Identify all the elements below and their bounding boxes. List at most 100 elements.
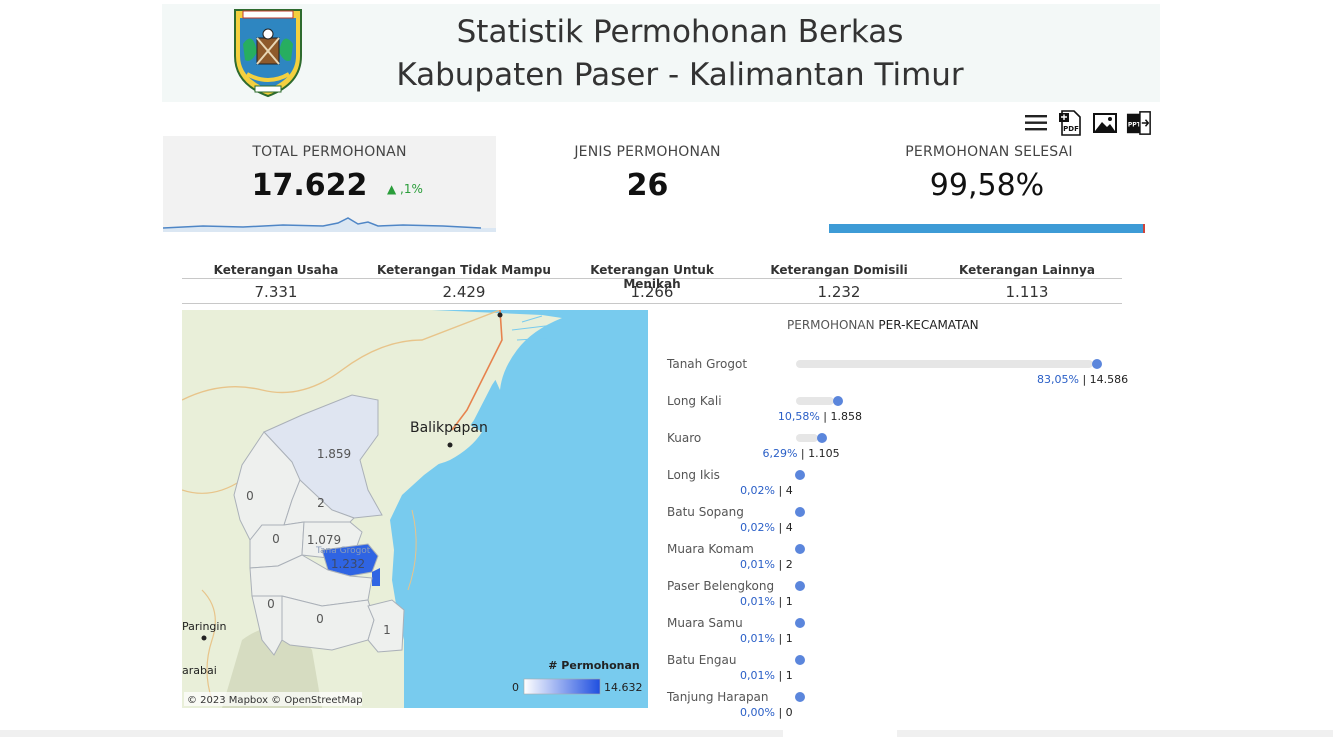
kecamatan-name: Tanah Grogot (667, 357, 748, 371)
barabai-label: arabai (182, 664, 217, 677)
menu-icon[interactable] (1023, 110, 1049, 136)
kecamatan-value-label: 6,29% | 1.105 (762, 447, 839, 460)
kpi-total-value: 17.622 (251, 168, 368, 203)
kpi-selesai-progress-track (829, 224, 1145, 233)
category-value: 7.331 (254, 283, 298, 301)
kecamatan-name: Long Kali (667, 394, 722, 408)
kecamatan-separator: | (775, 484, 786, 497)
image-export-icon[interactable] (1092, 110, 1118, 136)
pdf-export-icon[interactable]: PDF (1058, 110, 1084, 136)
kecamatan-value-label: 0,01% | 1 (740, 595, 793, 608)
balikpapan-marker (447, 442, 453, 448)
region-tanjung-harapan[interactable] (367, 599, 405, 653)
kecamatan-count: 1.858 (830, 410, 862, 423)
kecamatan-pct: 0,01% (740, 669, 775, 682)
kecamatan-count: 4 (785, 521, 793, 534)
category-label: Keterangan Domisili (770, 263, 908, 277)
region-value-long-kali: 1.859 (317, 447, 351, 461)
category-value: 1.232 (817, 283, 861, 301)
kecamatan-value-label: 0,01% | 1 (740, 632, 793, 645)
kecamatan-value-label: 0,02% | 4 (740, 521, 793, 534)
kecamatan-count: 1 (785, 632, 793, 645)
kecamatan-pct: 0,02% (740, 521, 776, 534)
svg-text:PDF: PDF (1063, 125, 1079, 133)
kecamatan-title-part2: PER-KECAMATAN (878, 318, 979, 332)
kecamatan-value-label: 83,05% | 14.586 (1037, 373, 1128, 386)
kecamatan-count: 2 (785, 558, 793, 571)
kecamatan-bar-dot[interactable] (795, 618, 806, 628)
kecamatan-separator: | (774, 669, 786, 682)
kpi-total-change: ▲ ,1% (387, 182, 423, 196)
region-tanah-grogot-coast (372, 568, 380, 586)
road-line (182, 310, 501, 401)
map-legend-gradient (523, 678, 601, 695)
kpi-permohonan-selesai[interactable]: PERMOHONAN SELESAI 99,58% (829, 136, 1145, 233)
dashboard-header (162, 4, 1160, 102)
kecamatan-pct: 10,58% (777, 410, 820, 423)
kecamatan-separator: | (774, 706, 786, 719)
region-batu-sopang[interactable] (251, 595, 283, 656)
category-divider-top (182, 278, 1122, 279)
kpi-total-permohonan[interactable]: TOTAL PERMOHONAN 17.622 ▲ ,1% (163, 136, 496, 232)
category-divider-bottom (182, 303, 1122, 304)
kpi-jenis-value: 26 (626, 168, 669, 203)
kecamatan-bar-dot[interactable] (795, 544, 806, 554)
ppt-export-icon[interactable]: PPT (1126, 110, 1152, 136)
kecamatan-bar-dot[interactable] (795, 470, 806, 480)
kpi-selesai-progress-fill (829, 224, 1144, 233)
kecamatan-value-label: 0,00% | 0 (740, 706, 793, 719)
map-attribution[interactable]: © 2023 Mapbox © OpenStreetMap (187, 695, 363, 706)
kpi-selesai-value: 99,58% (929, 168, 1045, 203)
kecamatan-separator: | (819, 410, 831, 423)
kecamatan-pct: 0,01% (740, 632, 775, 645)
kecamatan-value-label: 10,58% | 1.858 (778, 410, 862, 423)
kecamatan-bar-dot[interactable] (1092, 359, 1102, 369)
region-value-muara-komam: 0 (316, 612, 324, 626)
kecamatan-bar-dot[interactable] (795, 507, 806, 517)
kecamatan-name: Muara Samu (667, 616, 743, 630)
category-value: 1.266 (630, 283, 674, 301)
kecamatan-value-label: 0,01% | 1 (740, 669, 793, 682)
kecamatan-bar-dot[interactable] (795, 581, 806, 591)
map-legend-min: 0 (512, 681, 519, 694)
kecamatan-bar-dot[interactable] (817, 433, 828, 443)
kecamatan-separator: | (774, 558, 786, 571)
kecamatan-pct: 83,05% (1037, 373, 1079, 386)
kecamatan-bar[interactable] (796, 434, 819, 442)
kecamatan-pct: 0,01% (740, 558, 775, 571)
region-value-muara-samu: 0 (272, 532, 280, 546)
kecamatan-name: Paser Belengkong (667, 579, 775, 593)
kecamatan-value-label: 0,02% | 4 (740, 484, 793, 497)
category-value: 2.429 (442, 283, 486, 301)
kecamatan-bar[interactable] (796, 397, 834, 405)
region-value-kuaro: 1.079 (307, 533, 341, 547)
svg-text:PPT: PPT (1128, 122, 1142, 129)
kpi-selesai-progress-end-marker (1143, 224, 1145, 233)
bottom-strip-gap (783, 730, 897, 737)
kecamatan-count: 1 (785, 595, 793, 608)
tanah-grogot-label: Tana Grogot (315, 546, 371, 556)
kecamatan-value-label: 0,01% | 2 (740, 558, 793, 571)
kecamatan-map[interactable]: 1.859 0 2 0 1.079 Tana Grogot 1.232 0 0 … (182, 310, 648, 708)
sea-area (390, 310, 648, 708)
kecamatan-separator: | (797, 447, 809, 460)
kecamatan-count: 4 (785, 484, 793, 497)
map-legend-title: # Permohonan (548, 659, 640, 672)
kecamatan-bar-dot[interactable] (795, 692, 805, 702)
kecamatan-bar-dot[interactable] (795, 655, 806, 665)
kecamatan-bar-dot[interactable] (832, 396, 843, 406)
map-canvas[interactable]: 1.859 0 2 0 1.079 Tana Grogot 1.232 0 0 … (182, 310, 648, 708)
kecamatan-name: Batu Engau (667, 653, 737, 667)
region-value-kuaro-north: 2 (317, 496, 325, 510)
kecamatan-separator: | (1078, 373, 1090, 386)
kecamatan-separator: | (774, 595, 786, 608)
kecamatan-pct: 0,02% (740, 484, 776, 497)
kpi-jenis-permohonan[interactable]: JENIS PERMOHONAN 26 (496, 136, 799, 232)
map-legend-max: 14.632 (604, 681, 643, 694)
category-label: Keterangan Tidak Mampu (377, 263, 551, 277)
kecamatan-bar[interactable] (796, 360, 1093, 368)
kecamatan-pct: 6,29% (762, 447, 798, 460)
kecamatan-name: Tanjung Harapan (667, 690, 769, 704)
kecamatan-count: 1 (785, 669, 793, 682)
bottom-scroll-strip (0, 730, 1333, 737)
